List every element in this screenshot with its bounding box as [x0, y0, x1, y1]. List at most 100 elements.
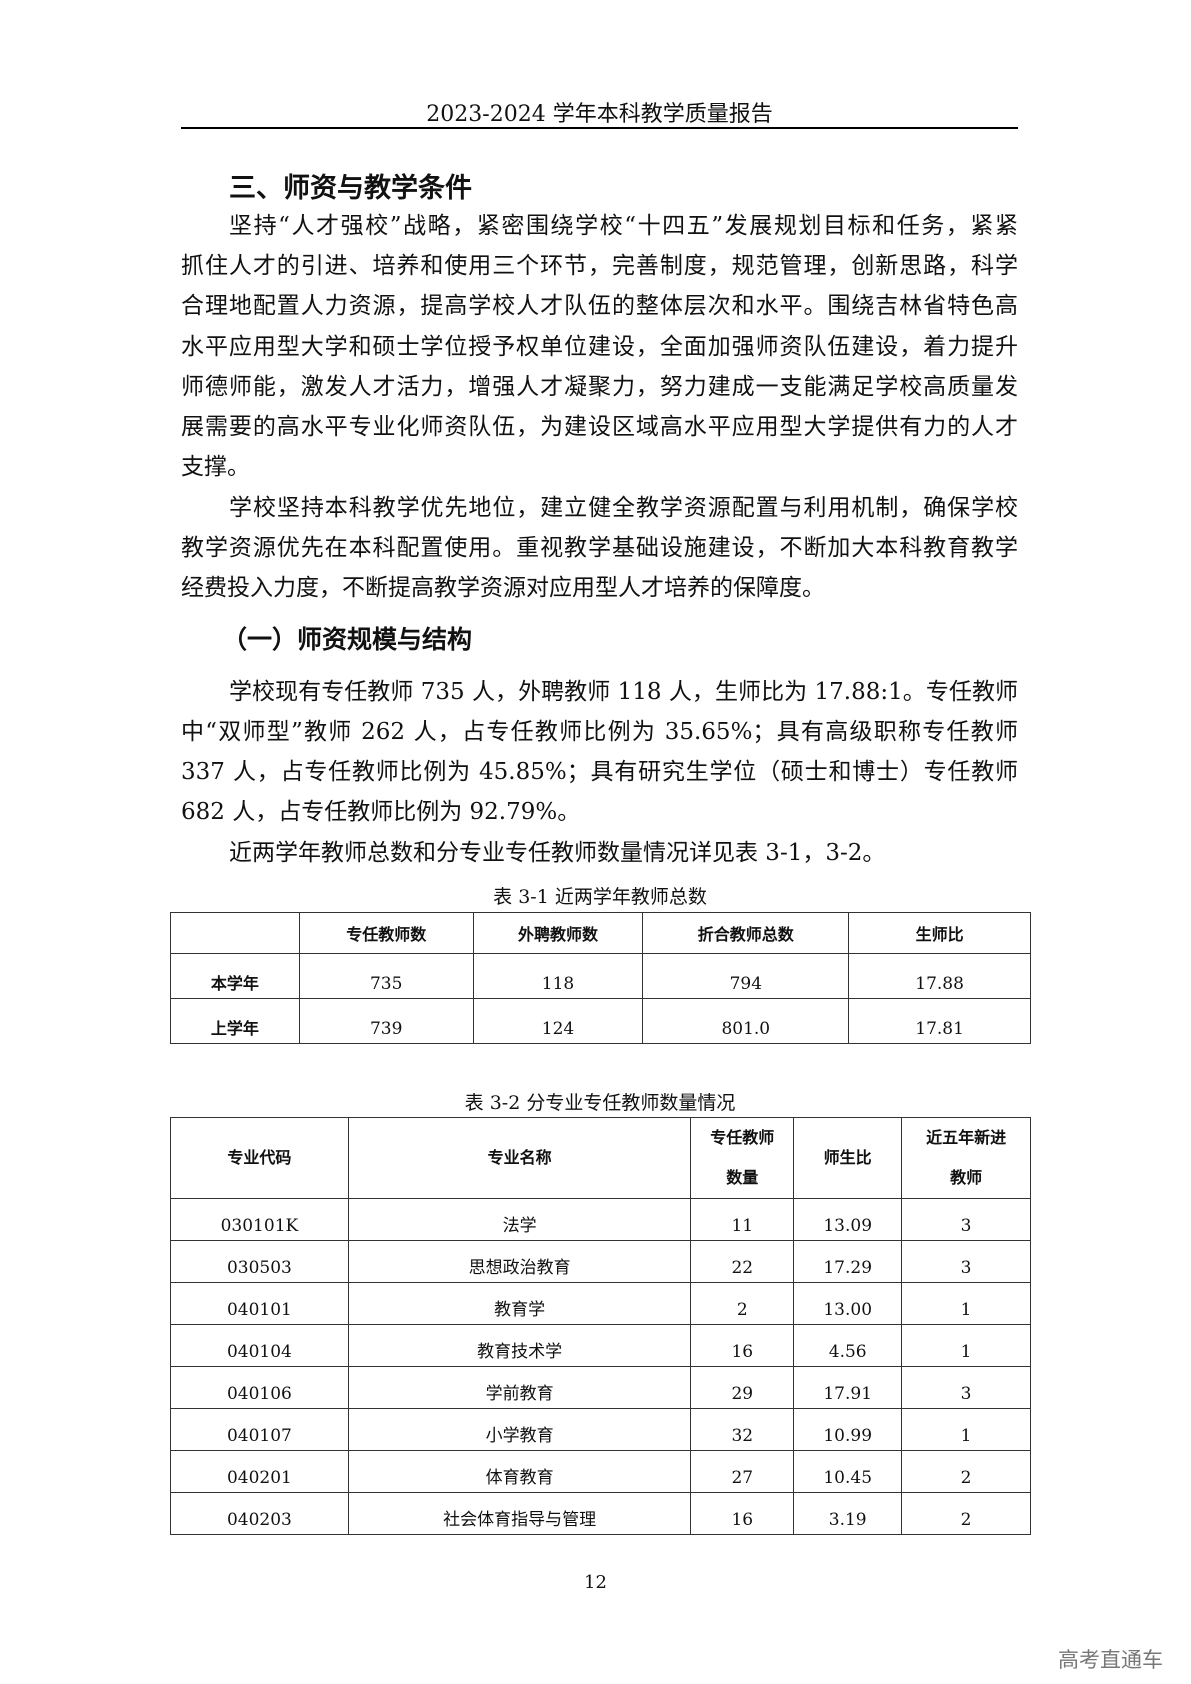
table-row: 040106 学前教育 29 17.91 3 — [170, 1366, 1031, 1409]
text-line: 支撑。 — [181, 454, 250, 480]
header-line: 近五年新进 — [926, 1128, 1007, 1147]
table-header-row: 专业代码 专业名称 专任教师数量 师生比 近五年新进教师 — [170, 1117, 1031, 1199]
table-cell: 13.09 — [793, 1198, 903, 1241]
table-cell: 4.56 — [793, 1324, 903, 1367]
table-cell: 社会体育指导与管理 — [347, 1492, 692, 1535]
header-line: 数量 — [726, 1168, 759, 1187]
table-cell: 030503 — [170, 1240, 349, 1283]
header-title: 2023-2024 学年本科教学质量报告 — [426, 102, 773, 127]
header-cell: 生师比 — [848, 912, 1031, 954]
table-row: 040203 社会体育指导与管理 16 3.19 2 — [170, 1492, 1031, 1535]
table1-caption: 表 3-1 近两学年教师总数 — [493, 886, 707, 908]
table-cell: 040106 — [170, 1366, 349, 1409]
teacher-total-table: 专任教师数 外聘教师数 折合教师总数 生师比 本学年 735 118 794 17.88… — [170, 912, 1031, 1044]
table-cell: 思想政治教育 — [347, 1240, 692, 1283]
table-cell: 17.91 — [793, 1366, 903, 1409]
table-cell: 3 — [901, 1366, 1031, 1409]
text-line: 337 人，占专任教师比例为 45.85%；具有研究生学位（硕士和博士）专任教师 — [181, 759, 1018, 785]
table-cell: 118 — [472, 953, 644, 999]
table-row: 040101 教育学 2 13.00 1 — [170, 1282, 1031, 1325]
table-cell: 16 — [690, 1492, 795, 1535]
header-cell: 师生比 — [793, 1117, 903, 1199]
table-cell: 3 — [901, 1240, 1031, 1283]
table-cell: 学前教育 — [347, 1366, 692, 1409]
table-cell: 040201 — [170, 1450, 349, 1493]
table-cell: 1 — [901, 1282, 1031, 1325]
table-row: 040201 体育教育 27 10.45 2 — [170, 1450, 1031, 1493]
table-cell: 10.99 — [793, 1408, 903, 1451]
table-cell: 3.19 — [793, 1492, 903, 1535]
text-line: 展需要的高水平专业化师资队伍，为建设区域高水平应用型大学提供有力的人才 — [181, 414, 1018, 440]
table-cell: 040101 — [170, 1282, 349, 1325]
header-cell: 折合教师总数 — [642, 912, 850, 954]
table-cell: 体育教育 — [347, 1450, 692, 1493]
watermark: 高考直通车 — [1058, 1648, 1163, 1672]
table2-caption: 表 3-2 分专业专任教师数量情况 — [464, 1092, 736, 1114]
text-line: 学校坚持本科教学优先地位，建立健全教学资源配置与利用机制，确保学校 — [229, 495, 1018, 521]
table-cell: 22 — [690, 1240, 795, 1283]
text-line: 合理地配置人力资源，提高学校人才队伍的整体层次和水平。围绕吉林省特色高 — [181, 293, 1018, 319]
table-cell: 32 — [690, 1408, 795, 1451]
text-line: 师德师能，激发人才活力，增强人才凝聚力，努力建成一支能满足学校高质量发 — [181, 374, 1018, 400]
header-cell: 专业代码 — [170, 1117, 349, 1199]
header-cell: 外聘教师数 — [472, 912, 644, 954]
table-cell: 739 — [298, 998, 474, 1044]
table-cell: 10.45 — [793, 1450, 903, 1493]
table-cell: 735 — [298, 953, 474, 999]
table-cell: 小学教育 — [347, 1408, 692, 1451]
section-title: 三、师资与教学条件 — [229, 173, 472, 204]
text-line: 经费投入力度，不断提高教学资源对应用型人才培养的保障度。 — [181, 575, 825, 601]
text-line: 中“双师型”教师 262 人，占专任教师比例为 35.65%；具有高级职称专任教… — [181, 719, 1018, 745]
header-cell: 专业名称 — [347, 1117, 692, 1199]
text-line: 学校现有专任教师 735 人，外聘教师 118 人，生师比为 17.88:1。专… — [229, 679, 1018, 705]
header-rule — [181, 127, 1018, 129]
subsection-title: （一）师资规模与结构 — [222, 625, 473, 654]
text-line: 水平应用型大学和硕士学位授予权单位建设，全面加强师资队伍建设，着力提升 — [181, 334, 1018, 360]
table-cell: 3 — [901, 1198, 1031, 1241]
table-cell: 2 — [901, 1450, 1031, 1493]
page-number: 12 — [584, 1572, 607, 1593]
table-cell: 教育学 — [347, 1282, 692, 1325]
table-cell: 040107 — [170, 1408, 349, 1451]
table-cell: 17.88 — [848, 953, 1031, 999]
table-cell: 1 — [901, 1408, 1031, 1451]
text-line: 抓住人才的引进、培养和使用三个环节，完善制度，规范管理，创新思路，科学 — [181, 253, 1018, 279]
header-cell — [170, 912, 300, 954]
text-line: 682 人，占专任教师比例为 92.79%。 — [181, 799, 581, 825]
table-row: 040107 小学教育 32 10.99 1 — [170, 1408, 1031, 1451]
table-row: 040104 教育技术学 16 4.56 1 — [170, 1324, 1031, 1367]
table-cell: 17.81 — [848, 998, 1031, 1044]
table-cell: 801.0 — [642, 998, 850, 1044]
table-cell: 794 — [642, 953, 850, 999]
table-cell: 27 — [690, 1450, 795, 1493]
table-cell: 1 — [901, 1324, 1031, 1367]
text-line: 坚持“人才强校”战略，紧密围绕学校“十四五”发展规划目标和任务，紧紧 — [229, 213, 1018, 239]
table-cell: 法学 — [347, 1198, 692, 1241]
text-line: 教学资源优先在本科配置使用。重视教学基础设施建设，不断加大本科教育教学 — [181, 535, 1018, 561]
major-teacher-table: 专业代码 专业名称 专任教师 数量 师生比 近五年新进 教师 030101K 法学 11… — [170, 1117, 1031, 1535]
table-cell: 2 — [901, 1492, 1031, 1535]
table-cell: 040104 — [170, 1324, 349, 1367]
table-row: 本学年 735 118 794 17.88 — [170, 953, 1031, 999]
table-header-row: 专任教师数 外聘教师数 折合教师总数 生师比 — [170, 912, 1031, 954]
table-cell: 上学年 — [170, 998, 300, 1044]
table-cell: 040203 — [170, 1492, 349, 1535]
table-row: 030101K 法学 11 13.09 3 — [170, 1198, 1031, 1241]
table-cell: 16 — [690, 1324, 795, 1367]
table-cell: 17.29 — [793, 1240, 903, 1283]
table-cell: 030101K — [170, 1198, 349, 1241]
table-cell: 本学年 — [170, 953, 300, 999]
header-cell: 近五年新进 教师 — [901, 1117, 1031, 1199]
table-cell: 124 — [472, 998, 644, 1044]
table-cell: 11 — [690, 1198, 795, 1241]
table-row: 030503 思想政治教育 22 17.29 3 — [170, 1240, 1031, 1283]
table-cell: 13.00 — [793, 1282, 903, 1325]
header-line: 专任教师 — [710, 1128, 775, 1147]
table-cell: 2 — [690, 1282, 795, 1325]
text-line: 近两学年教师总数和分专业专任教师数量情况详见表 3-1，3-2。 — [229, 840, 886, 866]
header-cell: 专任教师数 — [298, 912, 474, 954]
header-cell: 专任教师 数量 — [690, 1117, 795, 1199]
table-row: 上学年 739 124 801.0 17.81 — [170, 998, 1031, 1044]
header-line: 教师 — [950, 1168, 983, 1187]
table-cell: 教育技术学 — [347, 1324, 692, 1367]
